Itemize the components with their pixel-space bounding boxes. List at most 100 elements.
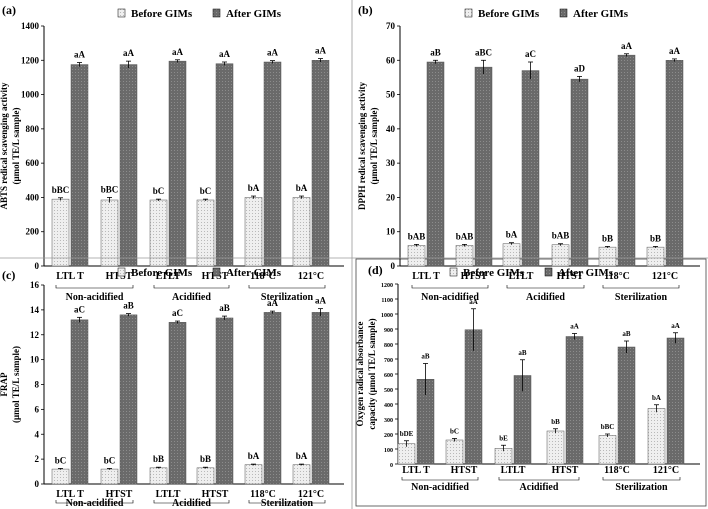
y-tick-label-c: 10	[30, 355, 40, 365]
category-label-b-4: 118°C	[604, 271, 630, 282]
data-label-before-d-3: bB	[551, 418, 560, 426]
y-axis-title-a: ABTS redical scavenging activity	[0, 82, 9, 210]
y-tick-label-a: 800	[26, 124, 40, 134]
group-label-d-2: Sterilization	[615, 482, 668, 493]
y-tick-label-d: 300	[384, 418, 393, 424]
data-label-after-d-5: aA	[671, 322, 680, 330]
data-label-after-b-4: aA	[621, 41, 633, 51]
y-tick-label-d: 600	[384, 373, 393, 379]
group-bracket-d-1	[498, 477, 580, 481]
y-tick-label-d: 100	[384, 448, 393, 454]
legend-swatch-before-b	[464, 8, 473, 18]
y-tick-label-c: 2	[35, 454, 40, 464]
panel-label-b: (b)	[358, 3, 373, 17]
data-label-before-c-5: bA	[296, 451, 308, 461]
legend-label-before-d: Before GIMs	[463, 267, 525, 279]
legend-swatch-before-d	[449, 267, 458, 277]
y-axis-title-b: DPPH redical scavenging activity	[357, 81, 367, 210]
bar-after-b-1	[474, 66, 493, 267]
data-label-after-c-3: aB	[219, 303, 230, 313]
bar-before-a-2	[149, 199, 168, 267]
category-label-d-0: LTL T	[402, 465, 430, 476]
legend-label-before-b: Before GIMs	[478, 8, 540, 20]
y-tick-label-b: 30	[386, 158, 396, 168]
bar-before-b-5	[646, 246, 665, 267]
panel-label-c: (c)	[2, 268, 15, 282]
bar-after-b-2	[521, 70, 540, 267]
legend-swatch-after-c	[212, 267, 221, 277]
group-bracket-d-2	[602, 477, 681, 481]
y-tick-label-d: 200	[384, 433, 393, 439]
bar-after-a-0	[70, 64, 89, 267]
data-label-after-a-4: aA	[267, 48, 279, 58]
data-label-after-d-4: aB	[622, 330, 631, 338]
data-label-after-d-0: aB	[421, 353, 430, 361]
data-label-after-a-5: aA	[315, 46, 327, 56]
group-label-c-1: Acidified	[172, 498, 211, 509]
data-label-before-c-3: bB	[200, 454, 211, 464]
y-axis-title-d: Oxygen radical absorbance	[355, 321, 365, 426]
category-label-d-2: LTLT	[501, 465, 526, 476]
category-label-a-4: 118°C	[250, 271, 276, 282]
y-tick-label-c: 4	[35, 429, 40, 439]
group-bracket-b-2	[602, 285, 680, 289]
category-label-a-1: HTST	[106, 271, 133, 282]
bar-before-c-4	[244, 464, 263, 485]
legend-swatch-before-c	[117, 267, 126, 277]
bar-before-d-0	[397, 443, 416, 465]
data-label-after-c-4: aA	[267, 298, 279, 308]
group-bracket-a-1	[153, 285, 230, 289]
category-label-b-2: LTLT	[509, 271, 534, 282]
bar-before-a-0	[51, 198, 70, 267]
bar-after-b-4	[617, 54, 636, 267]
group-label-b-1: Acidified	[526, 292, 565, 303]
data-label-after-b-3: aD	[574, 63, 586, 73]
bar-after-b-3	[570, 78, 589, 267]
data-label-after-c-5: aA	[315, 296, 327, 306]
category-label-b-3: HTST	[557, 271, 584, 282]
bar-after-d-5	[666, 337, 685, 465]
category-label-d-1: HTST	[451, 465, 478, 476]
group-bracket-c-0	[55, 500, 134, 504]
category-label-c-5: 121°C	[298, 489, 324, 500]
bar-after-a-1	[119, 64, 138, 267]
data-label-before-d-4: bBC	[601, 423, 615, 431]
bar-before-c-3	[196, 467, 215, 485]
legend-label-after-c: After GIMs	[226, 267, 282, 279]
category-label-b-0: LTL T	[412, 271, 440, 282]
category-label-a-2: LTLT	[156, 271, 181, 282]
y-tick-label-a: 600	[26, 158, 40, 168]
bar-before-b-4	[598, 246, 617, 267]
category-label-d-5: 121°C	[653, 465, 679, 476]
data-label-before-b-1: bAB	[456, 231, 474, 241]
legend-label-after-b: After GIMs	[573, 8, 629, 20]
data-label-before-a-1: bBC	[101, 184, 119, 194]
panel-label-d: (d)	[368, 263, 383, 277]
group-bracket-b-1	[506, 285, 585, 289]
legend-swatch-after-d	[544, 267, 553, 277]
data-label-before-a-5: bA	[296, 183, 308, 193]
legend-swatch-after-a	[212, 8, 221, 18]
y-tick-label-b: 60	[386, 55, 396, 65]
data-label-after-d-1: aA	[469, 298, 478, 306]
data-label-after-b-5: aA	[669, 46, 681, 56]
data-label-before-a-3: bC	[200, 186, 212, 196]
y-tick-label-c: 16	[30, 280, 40, 290]
category-label-c-3: HTST	[202, 489, 229, 500]
group-bracket-b-0	[411, 285, 489, 289]
bar-before-c-1	[100, 468, 119, 485]
panel-label-a: (a)	[2, 3, 16, 17]
category-label-d-3: HTST	[552, 465, 579, 476]
y-tick-label-c: 8	[35, 380, 40, 390]
y-axis-title-unit-c: (μmol TE/L sample)	[11, 346, 21, 423]
category-label-c-0: LTL T	[56, 489, 84, 500]
category-label-c-4: 118°C	[250, 489, 276, 500]
bar-after-d-4	[617, 346, 636, 465]
data-label-before-c-2: bB	[153, 454, 164, 464]
category-label-a-5: 121°C	[298, 271, 324, 282]
data-label-before-b-5: bB	[650, 233, 661, 243]
category-label-d-4: 118°C	[604, 465, 630, 476]
data-label-before-c-0: bC	[55, 455, 67, 465]
group-label-a-1: Acidified	[172, 292, 211, 303]
bar-before-d-1	[445, 439, 464, 465]
